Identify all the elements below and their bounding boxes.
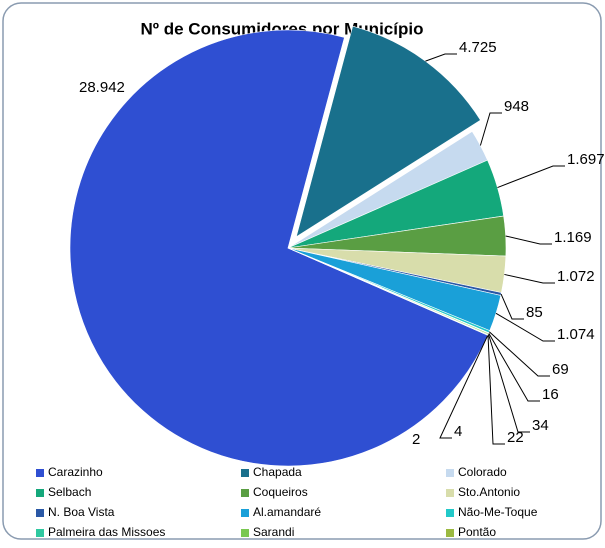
- legend-swatch: [36, 529, 44, 537]
- leader-line: [488, 332, 540, 402]
- legend-swatch: [446, 469, 454, 477]
- legend-swatch: [241, 469, 249, 477]
- legend-swatch: [446, 529, 454, 537]
- legend-swatch: [241, 489, 249, 497]
- legend-label: Chapada: [253, 465, 302, 479]
- data-label: 85: [526, 304, 543, 321]
- leader-line: [479, 112, 502, 146]
- legend-label: Sto.Antonio: [458, 485, 520, 499]
- legend-swatch: [446, 509, 454, 517]
- legend-swatch: [241, 509, 249, 517]
- leader-line: [487, 334, 505, 445]
- leader-line: [495, 312, 555, 342]
- data-label: 1.169: [554, 229, 592, 246]
- data-label: 28.942: [79, 79, 125, 96]
- legend-swatch: [446, 489, 454, 497]
- legend-label: Palmeira das Missoes: [48, 525, 165, 539]
- data-label: 4: [454, 423, 462, 440]
- data-label: 69: [552, 361, 569, 378]
- data-label: 2: [412, 431, 420, 448]
- data-label: 1.074: [557, 326, 595, 343]
- legend-swatch: [36, 469, 44, 477]
- legend-swatch: [241, 529, 249, 537]
- legend-label: Sarandi: [253, 525, 294, 539]
- leader-line: [488, 331, 550, 377]
- leader-line: [500, 293, 524, 320]
- data-label: 4.725: [459, 39, 497, 56]
- legend-label: Al.amandaré: [253, 505, 321, 519]
- legend-label: Selbach: [48, 485, 91, 499]
- leader-line: [505, 235, 552, 245]
- data-label: 16: [542, 386, 559, 403]
- legend-label: Não-Me-Toque: [458, 505, 538, 519]
- legend-label: Colorado: [458, 465, 507, 479]
- leader-line: [439, 334, 489, 439]
- data-label: 34: [532, 417, 549, 434]
- leader-line: [497, 165, 565, 189]
- data-label: 22: [507, 429, 524, 446]
- legend-label: Carazinho: [48, 465, 103, 479]
- legend-label: Coqueiros: [253, 485, 308, 499]
- pie-slice: [69, 29, 489, 467]
- legend-label: Pontão: [458, 525, 496, 539]
- leader-line: [425, 53, 457, 62]
- data-label: 1.072: [557, 268, 595, 285]
- leader-line: [504, 273, 555, 284]
- pie-slice: [287, 247, 489, 336]
- pie-slice: [295, 25, 481, 238]
- legend-swatch: [36, 489, 44, 497]
- legend-swatch: [36, 509, 44, 517]
- legend-label: N. Boa Vista: [48, 505, 115, 519]
- leader-line: [487, 333, 530, 433]
- data-label: 948: [504, 98, 529, 115]
- data-label: 1.697: [567, 151, 605, 168]
